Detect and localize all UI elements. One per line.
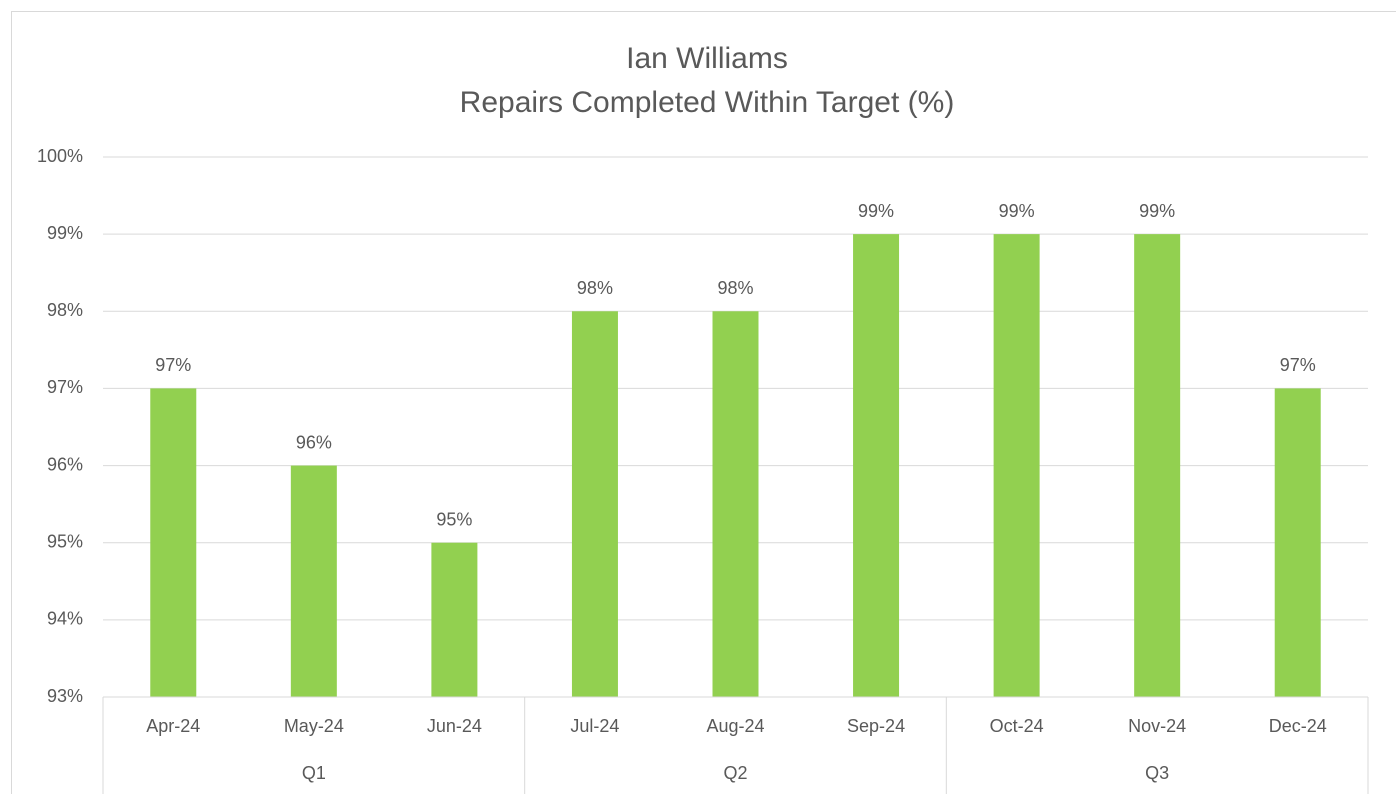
bar — [290, 465, 337, 697]
y-tick-label: 97% — [47, 377, 83, 397]
y-tick-label: 99% — [47, 223, 83, 243]
x-tick-label: Dec-24 — [1269, 716, 1327, 736]
value-label: 97% — [155, 355, 191, 375]
x-tick-label: Nov-24 — [1128, 716, 1186, 736]
value-label: 99% — [999, 201, 1035, 221]
group-label: Q1 — [302, 763, 326, 783]
y-tick-label: 100% — [37, 146, 83, 166]
chart-border — [11, 11, 1396, 794]
bar — [431, 542, 478, 697]
value-label: 98% — [577, 278, 613, 298]
x-tick-label: Jul-24 — [570, 716, 619, 736]
bar — [853, 234, 900, 697]
bar — [1134, 234, 1181, 697]
bar — [150, 388, 197, 697]
value-label: 99% — [858, 201, 894, 221]
x-tick-label: Oct-24 — [990, 716, 1044, 736]
chart-title: Ian Williams — [626, 42, 788, 75]
y-tick-label: 98% — [47, 300, 83, 320]
x-tick-label: May-24 — [284, 716, 344, 736]
y-tick-label: 95% — [47, 531, 83, 551]
x-tick-label: Aug-24 — [706, 716, 764, 736]
x-tick-label: Sep-24 — [847, 716, 905, 736]
value-label: 96% — [296, 432, 332, 452]
x-tick-label: Apr-24 — [146, 716, 200, 736]
y-tick-label: 94% — [47, 609, 83, 629]
chart-subtitle: Repairs Completed Within Target (%) — [460, 86, 955, 119]
value-label: 99% — [1139, 201, 1175, 221]
group-label: Q2 — [723, 763, 747, 783]
x-tick-label: Jun-24 — [427, 716, 482, 736]
value-label: 95% — [436, 509, 472, 529]
group-label: Q3 — [1145, 763, 1169, 783]
bar — [712, 311, 759, 697]
value-label: 98% — [717, 278, 753, 298]
bar — [1274, 388, 1321, 697]
value-label: 97% — [1280, 355, 1316, 375]
y-tick-label: 93% — [47, 686, 83, 706]
y-tick-label: 96% — [47, 454, 83, 474]
bar — [993, 234, 1040, 697]
bar — [571, 311, 618, 697]
